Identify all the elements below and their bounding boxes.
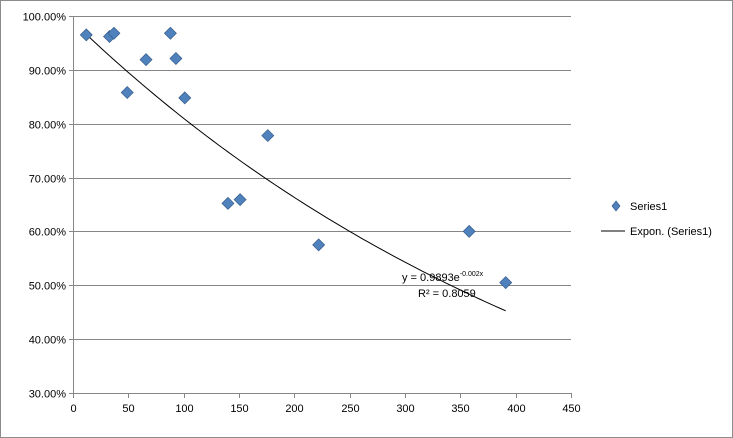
x-tick-label: 50 — [122, 403, 134, 415]
y-tick-label: 70.00% — [29, 174, 67, 186]
data-point — [221, 196, 235, 210]
data-point — [261, 129, 275, 143]
data-point — [107, 26, 121, 40]
data-point — [120, 85, 134, 99]
y-tick-label: 100.00% — [23, 12, 67, 24]
equation-label: y = 0.9893e-0.002x — [402, 271, 484, 284]
axes: 30.00% 40.00% 50.00% 60.00% 70.00% 80.00% 90.0… — [23, 12, 581, 416]
data-points — [79, 26, 513, 290]
data-point — [312, 238, 326, 252]
x-tick-label: 450 — [562, 403, 580, 415]
y-tick-label: 30.00% — [29, 389, 67, 401]
data-point — [163, 26, 177, 40]
y-tick-label: 90.00% — [29, 66, 67, 78]
x-tick-label: 250 — [341, 403, 359, 415]
data-point — [233, 193, 247, 207]
data-point — [499, 276, 513, 290]
legend-series1-marker — [611, 200, 621, 212]
x-tick-label: 300 — [396, 403, 414, 415]
r-squared-label: R² = 0.8059 — [418, 288, 476, 300]
trendline-layer — [85, 34, 506, 312]
y-tick-label: 40.00% — [29, 335, 67, 347]
y-tick-label: 60.00% — [29, 227, 67, 239]
data-point — [79, 28, 93, 42]
trendline-curve — [85, 34, 506, 312]
legend-trendline-label: Expon. (Series1) — [630, 226, 712, 238]
data-point — [462, 224, 476, 238]
trendline-equation: y = 0.9893e-0.002x R² = 0.8059 — [402, 271, 484, 300]
x-tick-label: 0 — [70, 403, 76, 415]
y-tick-label: 80.00% — [29, 120, 67, 132]
data-point — [139, 53, 153, 67]
data-point — [178, 91, 192, 105]
x-tick-label: 200 — [285, 403, 303, 415]
legend-series1-label: Series1 — [630, 201, 667, 213]
gridlines — [73, 16, 571, 340]
data-point — [169, 52, 183, 66]
legend: Series1 Expon. (Series1) — [601, 200, 712, 238]
y-tick-label: 50.00% — [29, 281, 67, 293]
x-tick-label: 100 — [175, 403, 193, 415]
x-tick-label: 400 — [507, 403, 525, 415]
x-tick-label: 150 — [230, 403, 248, 415]
x-tick-label: 350 — [451, 403, 469, 415]
